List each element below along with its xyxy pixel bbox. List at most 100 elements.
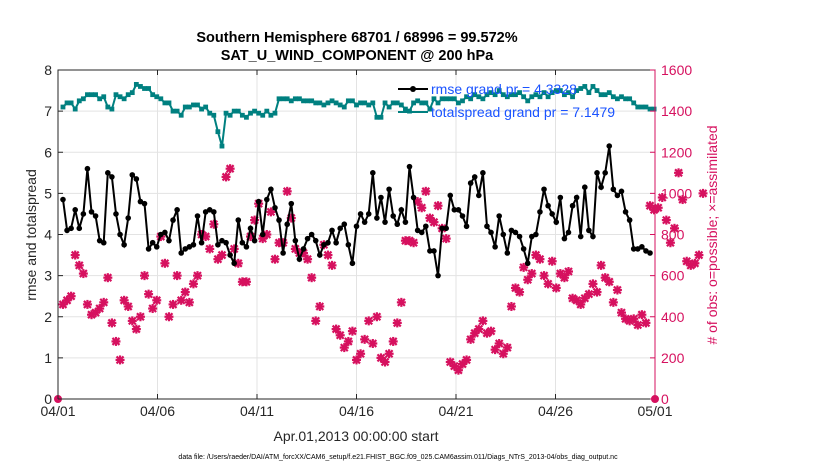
totalspread-point	[313, 100, 319, 106]
rmse-point	[622, 209, 629, 215]
obs-point	[466, 334, 476, 344]
rmse-point	[463, 223, 470, 230]
totalspread-point	[101, 94, 107, 100]
totalspread-point	[374, 114, 380, 120]
obs-point	[539, 271, 549, 281]
obs-point	[596, 260, 606, 270]
totalspread-point	[321, 102, 327, 108]
totalspread-point	[288, 98, 294, 104]
y-axis-right-ticks: 0 200 400 600 800 1000 1200 1400 1600	[650, 62, 692, 407]
totalspread-point	[305, 98, 310, 104]
y-right-tick-label: 1400	[661, 103, 692, 119]
y-right-tick-label: 400	[661, 309, 685, 325]
obs-point	[119, 295, 129, 305]
obs-point	[690, 258, 700, 268]
obs-point	[694, 250, 704, 260]
totalspread-point	[211, 112, 217, 118]
totalspread-point	[260, 112, 266, 118]
obs-point	[380, 357, 390, 367]
obs-point	[657, 192, 667, 202]
totalspread-point	[586, 90, 592, 96]
totalspread-point	[345, 98, 351, 104]
obs-point	[576, 299, 586, 309]
totalspread-point	[643, 104, 649, 110]
totalspread-point	[105, 104, 111, 110]
totalspread-point	[468, 96, 474, 102]
totalspread-point	[113, 92, 119, 98]
totalspread-point	[117, 94, 123, 100]
totalspread-point	[170, 108, 176, 114]
x-axis-label: Apr.01,2013 00:00:00 start	[273, 428, 438, 444]
totalspread-point	[521, 94, 527, 100]
rmse-point	[390, 213, 396, 219]
obs-point	[343, 336, 353, 346]
rmse-point	[235, 217, 242, 223]
obs-point	[262, 230, 272, 239]
totalspread-point	[85, 92, 90, 98]
obs-point	[584, 289, 594, 299]
rmse-point	[386, 186, 392, 193]
totalspread-point	[419, 100, 425, 106]
totalspread-point	[509, 92, 514, 98]
totalspread-point	[627, 96, 633, 102]
rmse-point	[174, 207, 180, 213]
totalspread-point	[472, 92, 478, 98]
y-axis-label: rmse and totalspread	[23, 169, 39, 301]
rmse-point	[292, 237, 299, 244]
x-tick-label: 04/21	[438, 403, 473, 419]
rmse-point	[88, 209, 95, 215]
data-file-footer: data file: /Users/raeder/DAI/ATM_forcXX/…	[178, 454, 618, 461]
totalspread-point	[460, 98, 465, 104]
totalspread-point	[284, 96, 290, 102]
obs-point	[665, 238, 675, 248]
rmse-point	[345, 241, 352, 248]
rmse-point	[394, 221, 401, 228]
obs-point	[95, 304, 105, 314]
chart-title-line2: SAT_U_WIND_COMPONENT @ 200 hPa	[221, 48, 494, 64]
totalspread-point	[309, 98, 315, 104]
rmse-point	[272, 204, 278, 211]
totalspread-point	[256, 110, 262, 116]
totalspread-point	[464, 94, 469, 100]
rmse-point	[329, 227, 335, 234]
rmse-point	[125, 215, 132, 221]
obs-point	[678, 195, 688, 205]
totalspread-point	[504, 94, 510, 100]
obs-point	[152, 295, 162, 305]
totalspread-point	[158, 96, 164, 102]
rmse-point	[378, 194, 384, 201]
totalspread-point	[431, 96, 437, 102]
totalspread-point	[578, 86, 584, 91]
rmse-point	[488, 229, 494, 236]
obs-point	[135, 312, 145, 322]
y-tick-label: 3	[44, 268, 52, 284]
rmse-point	[370, 170, 376, 176]
totalspread-point	[562, 92, 567, 98]
totalspread-point	[64, 100, 70, 106]
rmse-point	[614, 192, 621, 199]
rmse-point	[170, 217, 176, 223]
obs-point	[559, 273, 569, 283]
obs-point	[462, 355, 472, 365]
x-tick-label: 04/16	[339, 403, 374, 419]
rmse-point	[353, 223, 360, 230]
x-tick-label: 04/06	[140, 403, 175, 419]
obs-point	[674, 168, 684, 178]
rmse-point	[398, 207, 405, 213]
rmse-point	[374, 215, 380, 221]
rmse-point	[484, 223, 490, 230]
y-tick-label: 0	[44, 391, 52, 407]
obs-point	[429, 217, 439, 227]
totalspread-point	[549, 90, 555, 96]
totalspread-point	[366, 102, 372, 108]
obs-point	[612, 285, 622, 295]
totalspread-point	[138, 84, 143, 89]
rmse-point	[524, 260, 531, 267]
rmse-point	[610, 186, 617, 193]
obs-point	[115, 355, 125, 365]
obs-point	[474, 324, 484, 334]
totalspread-point	[264, 108, 270, 114]
totalspread-series	[60, 81, 657, 149]
totalspread-point	[125, 92, 131, 98]
obs-point	[221, 172, 231, 182]
